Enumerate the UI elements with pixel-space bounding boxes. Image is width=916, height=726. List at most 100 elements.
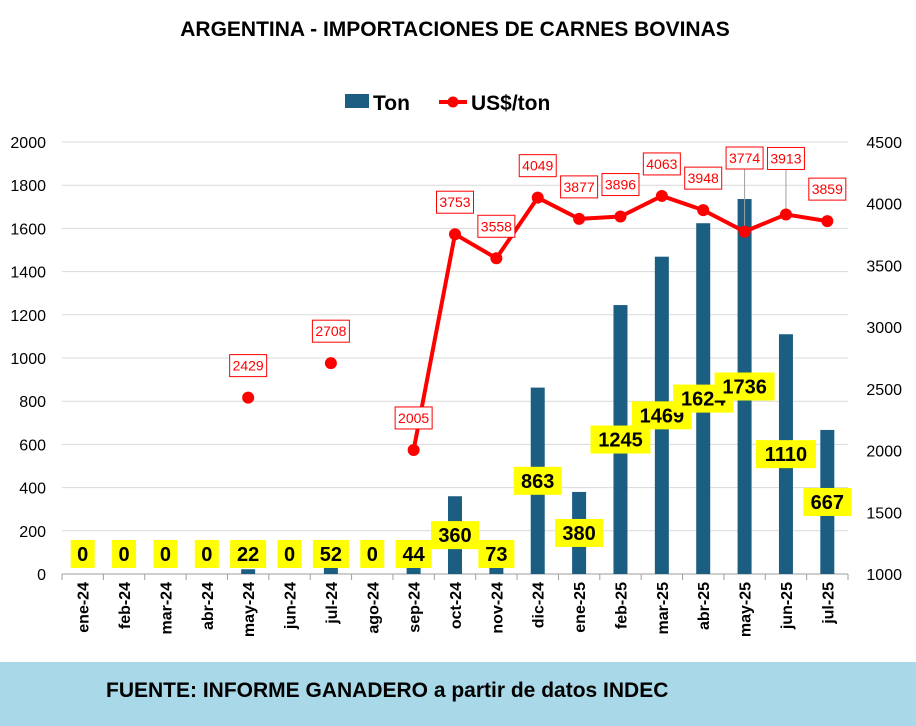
line-label: 3753 [439,194,470,210]
line-series [242,189,834,456]
bar-label-bg [312,540,349,568]
line-label: 2005 [398,410,429,426]
price-point [242,391,255,404]
bar-label: 22 [237,544,259,566]
bar-label: 863 [521,471,554,493]
bar [406,564,421,574]
right-tick-label: 1500 [866,505,902,522]
legend-label-ton: Ton [373,92,410,115]
left-tick-label: 400 [19,481,46,498]
bar-label: 1469 [640,405,685,427]
bar [241,569,256,574]
right-tick-label: 2500 [866,382,902,399]
bar-label: 44 [403,544,426,566]
left-tick-label: 800 [19,394,46,411]
bar-label: 0 [201,544,212,566]
legend: Ton US$/ton [345,92,550,115]
legend-line-marker [447,96,459,108]
bar-label-bg [395,540,432,568]
bar-label: 52 [320,544,342,566]
line-label: 3948 [688,170,719,186]
x-tick-label: feb-24 [117,582,134,629]
right-tick-label: 3000 [866,320,902,337]
x-tick-label: oct-24 [448,582,465,629]
left-tick-label: 2000 [10,135,46,152]
price-point [614,210,627,223]
right-tick-label: 1000 [866,567,902,584]
bar-label-bg [478,540,515,568]
bar-label-bg [431,521,479,550]
x-tick-label: feb-25 [613,582,630,629]
legend-bar-swatch [345,94,369,108]
left-tick-label: 1200 [10,308,46,325]
x-tick-label: mar-24 [158,582,175,635]
left-tick-label: 1600 [10,221,46,238]
line-label: 3896 [605,177,636,193]
x-tick-label: sep-24 [407,582,424,633]
bar-label-bg [803,487,852,516]
gridlines [61,141,849,580]
bar-label: 0 [367,544,378,566]
line-label: 2429 [233,358,264,374]
bar-label: 1245 [598,430,643,452]
bar-label-bg [360,540,385,568]
bar-label: 1736 [722,377,767,399]
right-tick-label: 4500 [866,135,902,152]
bar-label-bg [277,540,302,568]
bar-label: 0 [160,544,171,566]
line-label-box [725,146,764,170]
x-tick-label: ago-24 [365,582,382,634]
x-tick-label: jul-25 [820,582,837,625]
legend-label-price: US$/ton [471,92,550,115]
price-point [821,215,834,228]
bar-label-bg [513,466,562,495]
x-axis-labels: ene-24 feb-24 mar-24 abr-24 may-24 jun-24 jul-… [76,582,838,637]
bar-label: 380 [562,523,595,545]
line-label-box [477,214,516,238]
bar-label: 360 [438,525,471,547]
price-point [779,208,792,221]
line-label-box [684,166,723,190]
left-tick-label: 600 [19,437,46,454]
bar-label: 0 [118,544,129,566]
bar-label-bg [153,540,178,568]
left-tick-label: 1400 [10,265,46,282]
bar-label: 667 [811,492,844,514]
price-point [324,357,337,370]
price-point [531,191,544,204]
left-axis: 0 200 400 600 800 1000 1200 1400 1600 1800 2000 [10,135,46,584]
bar-label-bg [70,540,95,568]
line-label-box [808,177,847,201]
price-point [738,225,751,238]
left-tick-label: 1800 [10,178,46,195]
line-label-box [518,154,557,178]
line-label-box [601,173,640,197]
line-label-box [560,175,599,199]
price-point [490,252,503,265]
import-chart: ARGENTINA - IMPORTACIONES DE CARNES BOVI… [10,18,902,637]
line-label: 3913 [770,150,801,166]
x-tick-label: may-25 [738,582,755,637]
bar-label-bg [714,372,775,401]
x-tick-label: mar-25 [655,582,672,635]
x-tick-label: abr-25 [696,582,713,630]
bar-label-bg [555,518,604,547]
left-tick-label: 1000 [10,351,46,368]
source-text: FUENTE: INFORME GANADERO a partir de dat… [106,679,669,702]
price-point [449,228,461,241]
line-label: 3774 [729,150,760,166]
price-point [697,204,710,217]
x-tick-label: dic-24 [531,582,548,628]
line-label: 3877 [564,179,595,195]
left-tick-label: 0 [37,567,46,584]
x-tick-label: nov-24 [489,582,506,634]
line-label-box [311,319,350,343]
x-tick-label: ene-24 [76,582,93,633]
chart-title: ARGENTINA - IMPORTACIONES DE CARNES BOVI… [180,18,730,41]
line-label: 3558 [481,218,512,234]
bar-label: 1110 [765,444,807,466]
line-label-box [394,406,433,430]
x-tick-label: abr-24 [200,582,217,630]
bar-label-bg [194,540,219,568]
bar-label-bg [230,540,267,568]
